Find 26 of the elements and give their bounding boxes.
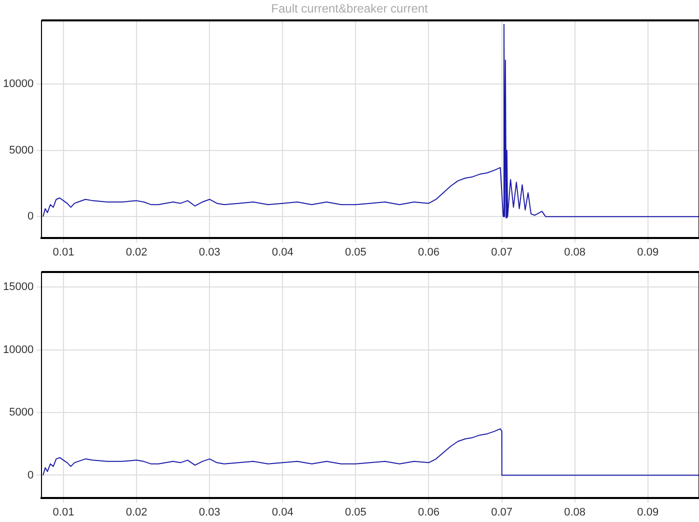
x-tick-label: 0.07 [491,506,512,518]
y-tick-label: 10000 [2,344,34,356]
x-tick-label: 0.06 [418,246,440,258]
x-tick-label: 0.08 [564,506,586,518]
chart-title: Fault current&breaker current [271,2,429,16]
x-tick-label: 0.04 [272,246,294,258]
y-tick-label: 10000 [2,78,34,90]
x-tick-label: 0.05 [344,506,366,518]
y-tick-label: 5000 [9,144,34,156]
x-tick-label: 0.03 [198,246,220,258]
x-tick-label: 0.08 [564,246,586,258]
y-tick-label: 5000 [9,406,34,419]
y-tick-label: 15000 [2,281,34,294]
x-tick-label: 0.09 [637,506,659,518]
x-tick-label: 0.07 [491,246,512,258]
x-tick-label: 0.03 [198,506,220,518]
x-tick-label: 0.04 [272,506,294,518]
y-tick-label: 0 [27,469,34,482]
x-tick-label: 0.01 [52,506,74,518]
x-tick-label: 0.05 [344,246,366,258]
x-tick-label: 0.01 [52,246,74,258]
x-tick-label: 0.06 [418,506,440,518]
x-tick-label: 0.02 [126,246,148,258]
x-tick-label: 0.02 [126,506,148,518]
y-tick-label: 0 [27,210,34,223]
x-tick-label: 0.09 [637,246,659,258]
